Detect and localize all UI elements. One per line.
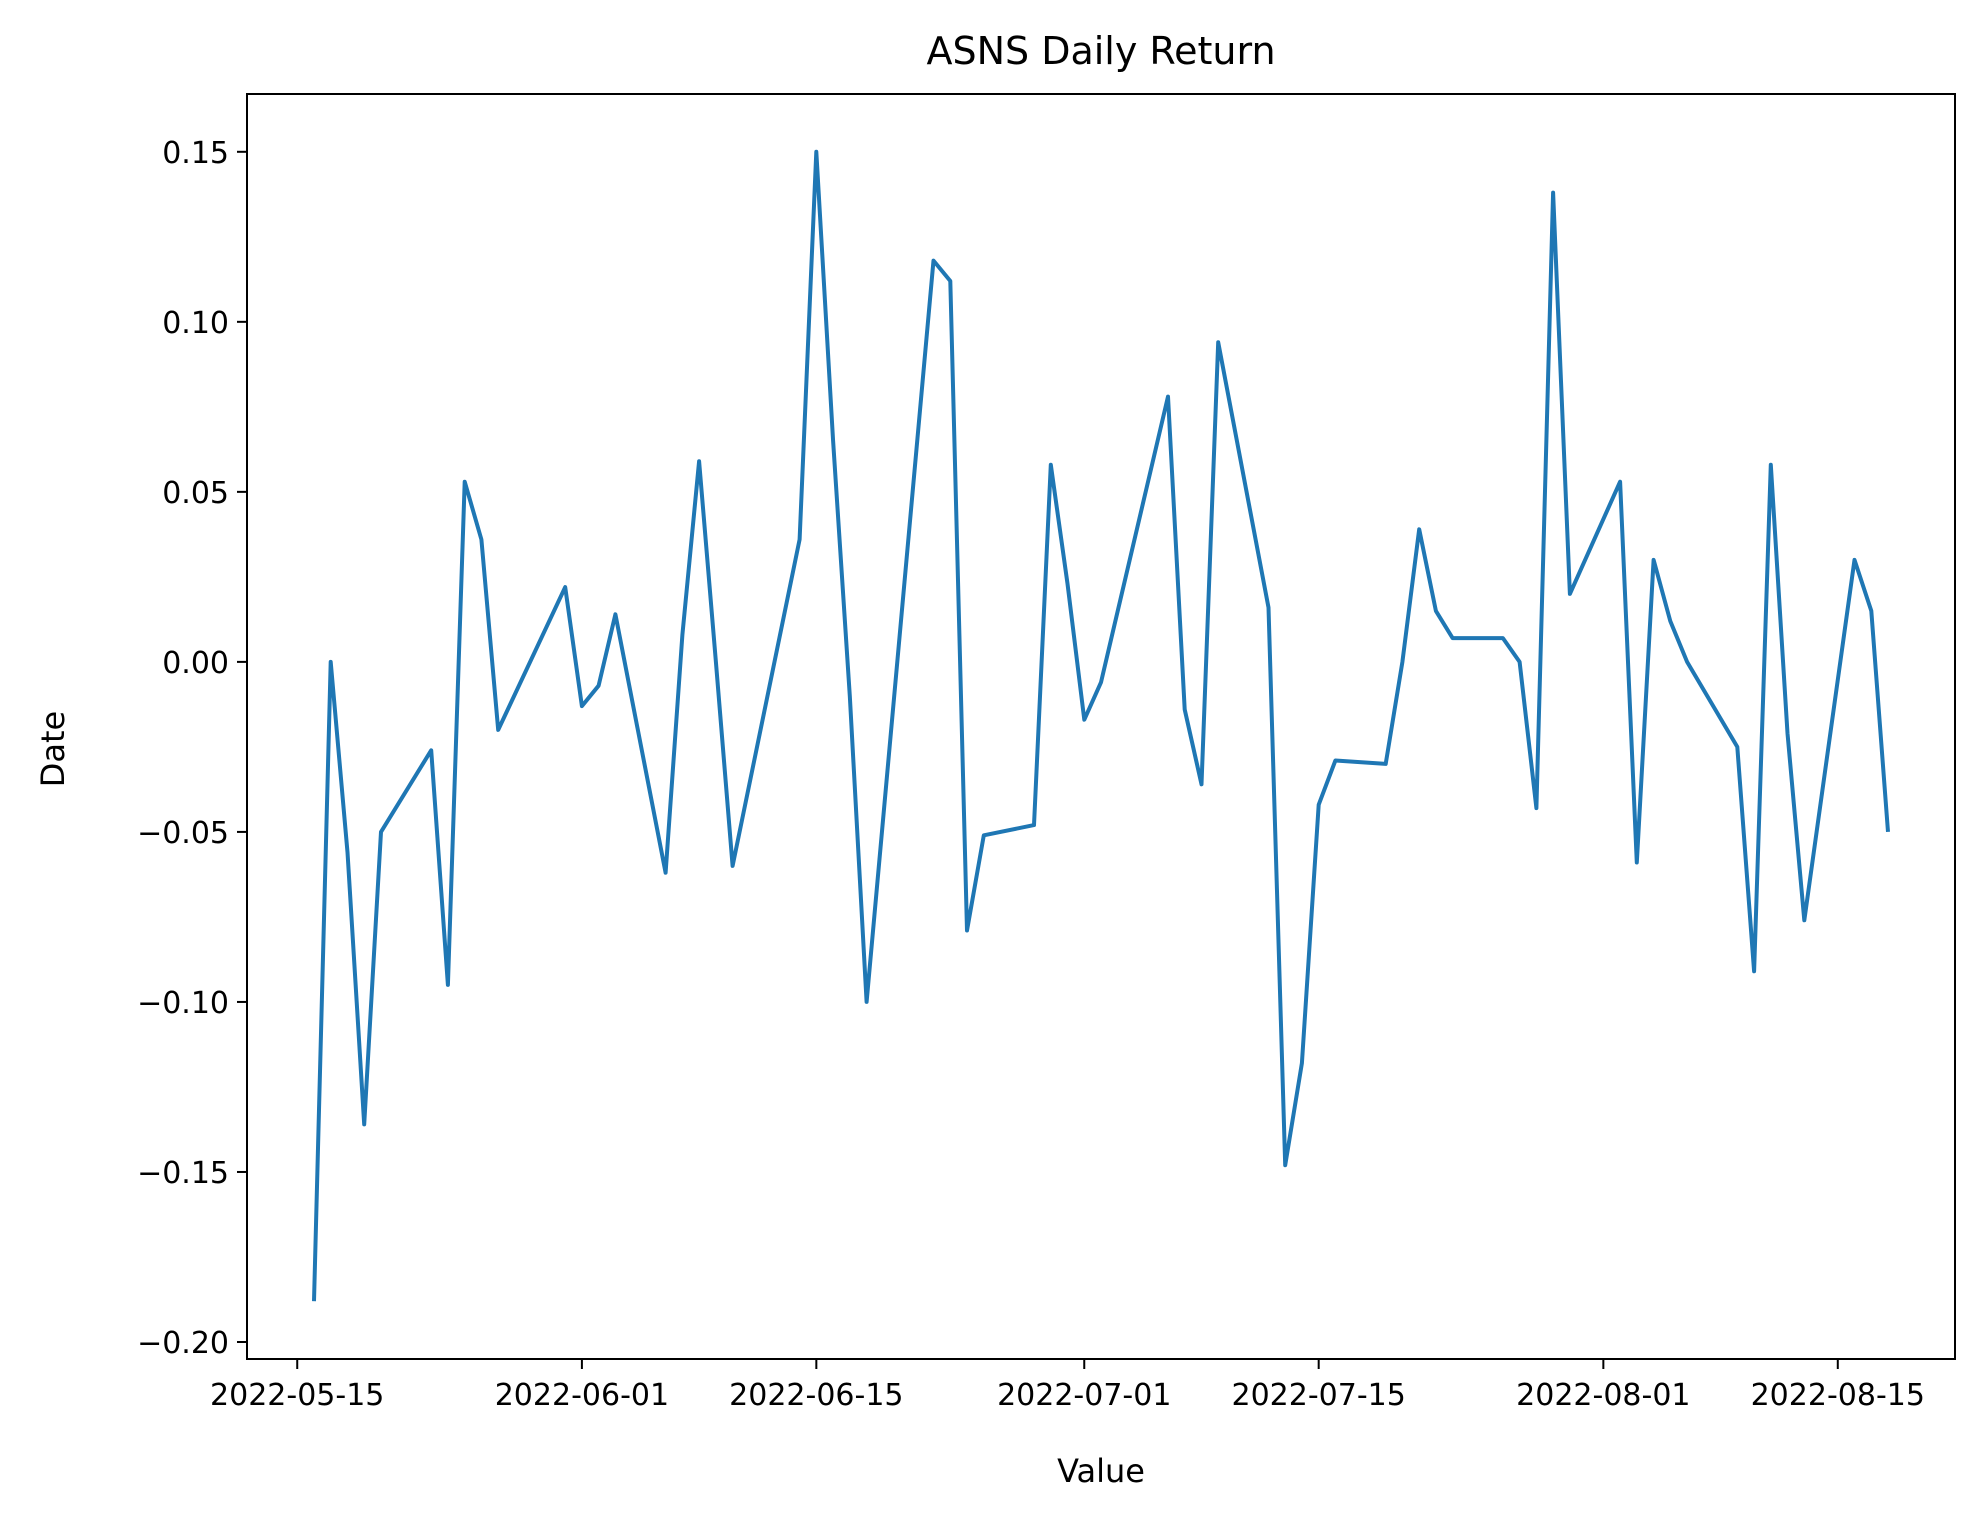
x-axis-ticks: 2022-05-15 2022-06-01 2022-06-15 2022-07-01… <box>210 1359 1925 1413</box>
y-tick-label: −0.05 <box>137 816 229 851</box>
x-tick-label: 2022-06-15 <box>729 1378 903 1413</box>
y-tick-label: 0.00 <box>162 646 229 681</box>
plot-area-frame <box>246 93 1956 1360</box>
x-axis-title: Value <box>1057 1452 1145 1490</box>
x-tick-label: 2022-07-15 <box>1232 1378 1406 1413</box>
x-tick-label: 2022-08-15 <box>1751 1378 1925 1413</box>
y-tick-label: −0.20 <box>137 1326 229 1361</box>
y-tick-label: 0.10 <box>162 306 229 341</box>
y-tick-label: −0.15 <box>137 1156 229 1191</box>
series-layer <box>312 149 1890 1302</box>
chart-title: ASNS Daily Return <box>926 29 1275 73</box>
y-axis-title: Date <box>34 711 72 787</box>
y-axis-ticks: −0.20 −0.15 −0.10 −0.05 0.00 0.05 0.10 0.15 <box>137 136 247 1361</box>
x-tick-label: 2022-08-01 <box>1516 1378 1690 1413</box>
y-tick-label: −0.10 <box>137 986 229 1021</box>
y-tick-label: 0.05 <box>162 476 229 511</box>
y-tick-label: 0.15 <box>162 136 229 171</box>
x-tick-label: 2022-06-01 <box>495 1378 669 1413</box>
series-line <box>312 149 1890 1302</box>
x-tick-label: 2022-05-15 <box>210 1378 384 1413</box>
x-tick-label: 2022-07-01 <box>997 1378 1171 1413</box>
